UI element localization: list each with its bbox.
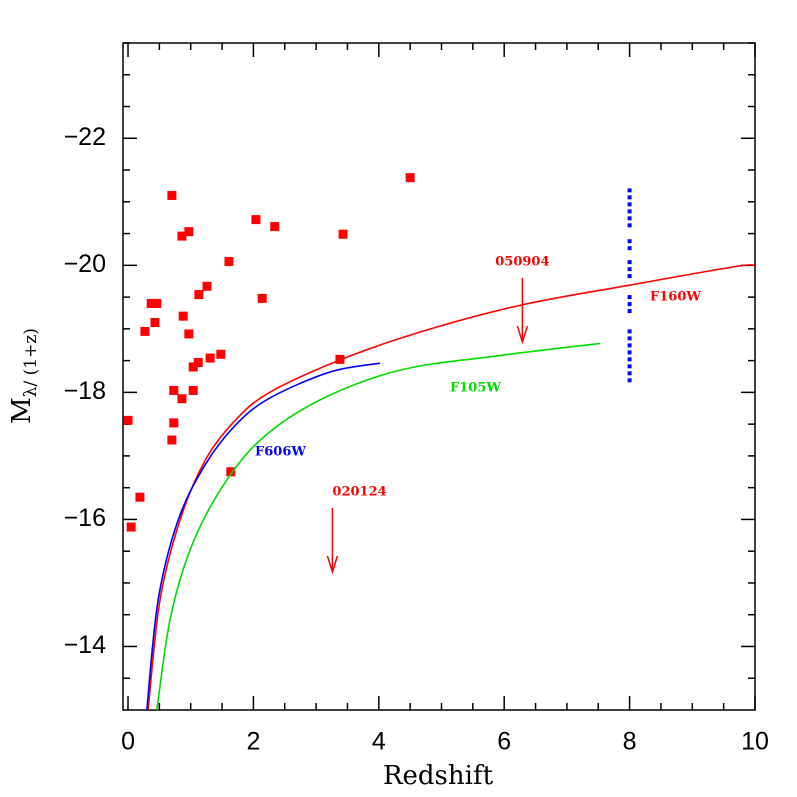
dot bbox=[627, 195, 632, 200]
x-tick-label: 6 bbox=[497, 728, 511, 756]
curve bbox=[156, 342, 601, 711]
y-axis-title-main: M bbox=[7, 397, 37, 424]
dot bbox=[627, 274, 632, 279]
data-point bbox=[177, 231, 187, 241]
dot bbox=[627, 309, 632, 314]
dot bbox=[627, 188, 632, 193]
curve-label: F606W bbox=[255, 445, 306, 460]
dot bbox=[627, 295, 632, 300]
dot bbox=[627, 302, 632, 307]
data-point bbox=[224, 257, 234, 267]
limit-arrowhead bbox=[516, 325, 529, 345]
dot bbox=[627, 336, 632, 341]
dot bbox=[627, 223, 632, 228]
data-point bbox=[216, 349, 226, 359]
data-point bbox=[251, 215, 261, 225]
dot bbox=[627, 260, 632, 265]
dot bbox=[627, 357, 632, 362]
data-point bbox=[193, 358, 203, 368]
data-point bbox=[257, 293, 267, 303]
data-point bbox=[167, 190, 177, 200]
curve-label: F105W bbox=[450, 381, 501, 396]
data-point bbox=[178, 311, 188, 321]
data-point bbox=[338, 229, 348, 239]
data-point bbox=[184, 227, 194, 237]
dot bbox=[627, 216, 632, 221]
y-tick-label: −14 bbox=[64, 631, 107, 659]
data-point bbox=[169, 418, 179, 428]
x-tick-label: 0 bbox=[121, 728, 135, 756]
data-point bbox=[167, 435, 177, 445]
dot bbox=[627, 343, 632, 348]
data-point bbox=[405, 173, 415, 183]
data-point bbox=[169, 385, 179, 395]
data-point bbox=[135, 492, 145, 502]
data-point bbox=[202, 281, 212, 291]
dot bbox=[627, 209, 632, 214]
dot bbox=[627, 239, 632, 244]
y-tick-label: −16 bbox=[64, 504, 106, 532]
data-point bbox=[146, 298, 156, 308]
data-point bbox=[205, 353, 215, 363]
x-tick-label: 2 bbox=[246, 728, 260, 756]
y-axis-title-sub: λ/ (1+z) bbox=[21, 328, 41, 397]
plot-frame bbox=[122, 42, 756, 711]
x-tick-label: 4 bbox=[372, 728, 386, 756]
limit-label: 020124 bbox=[332, 484, 386, 499]
x-axis-title: Redshift bbox=[383, 761, 494, 791]
curve bbox=[147, 264, 756, 711]
data-point bbox=[126, 522, 136, 532]
dot bbox=[627, 267, 632, 272]
data-point bbox=[188, 385, 198, 395]
x-tick-label: 10 bbox=[741, 728, 769, 756]
y-tick-label: −18 bbox=[64, 377, 106, 405]
curve-label: F160W bbox=[650, 290, 701, 305]
data-point bbox=[150, 318, 160, 328]
data-point bbox=[140, 326, 150, 336]
dot bbox=[627, 202, 632, 207]
dot bbox=[627, 371, 632, 376]
data-point bbox=[226, 467, 236, 477]
data-point bbox=[194, 290, 204, 300]
dot bbox=[627, 329, 632, 334]
dot bbox=[627, 364, 632, 369]
data-point bbox=[123, 415, 133, 425]
dot bbox=[627, 378, 632, 383]
data-point bbox=[188, 362, 198, 372]
dot bbox=[627, 246, 632, 251]
dot bbox=[627, 350, 632, 355]
data-point bbox=[177, 394, 187, 404]
limit-label: 050904 bbox=[495, 255, 549, 270]
curve bbox=[146, 362, 381, 711]
y-tick-label: −20 bbox=[64, 250, 106, 278]
data-point bbox=[184, 329, 194, 339]
data-point bbox=[270, 222, 280, 232]
y-tick-label: −22 bbox=[64, 123, 106, 151]
x-tick-label: 8 bbox=[623, 728, 637, 756]
y-axis-title: Mλ/ (1+z) bbox=[7, 328, 41, 424]
limit-arrowhead bbox=[326, 555, 339, 575]
data-point bbox=[152, 298, 162, 308]
